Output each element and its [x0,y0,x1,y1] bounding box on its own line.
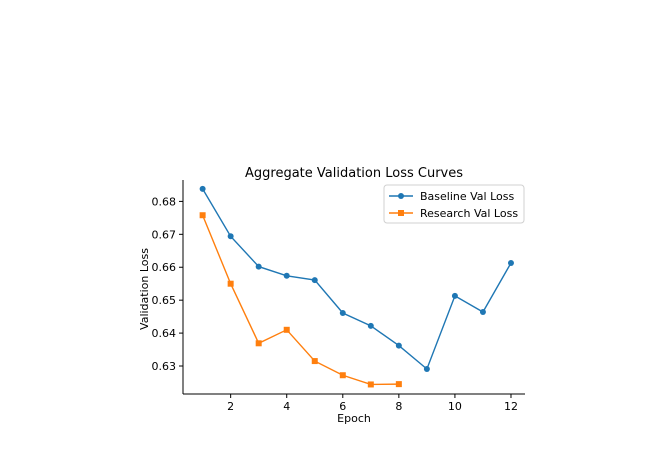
series-1-point [283,272,290,279]
series-2-point [367,381,374,388]
series-1-point [227,233,234,240]
series-line-1 [202,188,512,371]
axes: 2 4 6 8 10 12 0.63 0.64 0.65 0.66 0.67 0.68 [152,180,525,413]
series-2-point [339,372,346,379]
y-axis-label: Validation Loss [138,248,151,330]
y-tick-label: 0.67 [152,228,177,241]
y-tick-label: 0.64 [152,327,177,340]
y-tick-label: 0.66 [152,261,177,274]
x-tick-label: 10 [448,400,462,413]
series-2-point [311,358,318,365]
series-2-point [227,280,234,287]
y-tick-label: 0.65 [152,294,177,307]
x-tick-label: 8 [395,400,402,413]
series-1-point [423,365,430,372]
legend: Baseline Val Loss Research Val Loss [383,184,525,224]
series-line-2 [201,214,399,386]
series-2-point [395,381,402,388]
legend-label: Baseline Val Loss [420,190,514,203]
series-2-point [283,326,290,333]
x-tick-label: 2 [227,400,234,413]
series-2-point [199,212,206,219]
x-tick-label: 12 [504,400,518,413]
legend-marker [398,193,404,199]
series-1-point [311,277,318,284]
series-1-point [451,292,458,299]
series-1-point [199,185,206,192]
legend-label: Research Val Loss [420,207,518,220]
legend-marker [398,210,404,216]
series-1-point [255,263,262,270]
series-2-point [255,340,262,347]
x-axis-label: Epoch [337,412,371,425]
y-tick-label: 0.63 [152,360,177,373]
chart-title: Aggregate Validation Loss Curves [245,166,463,181]
series-1-point [395,342,402,349]
x-tick-label: 6 [339,400,346,413]
series-1-point [507,259,514,266]
x-tick-label: 4 [283,400,290,413]
series-1-point [339,310,346,317]
y-tick-label: 0.68 [152,195,177,208]
series-1-point [479,309,486,316]
series-1-point [367,322,374,329]
legend-box [383,184,525,224]
series-layer [199,185,514,388]
